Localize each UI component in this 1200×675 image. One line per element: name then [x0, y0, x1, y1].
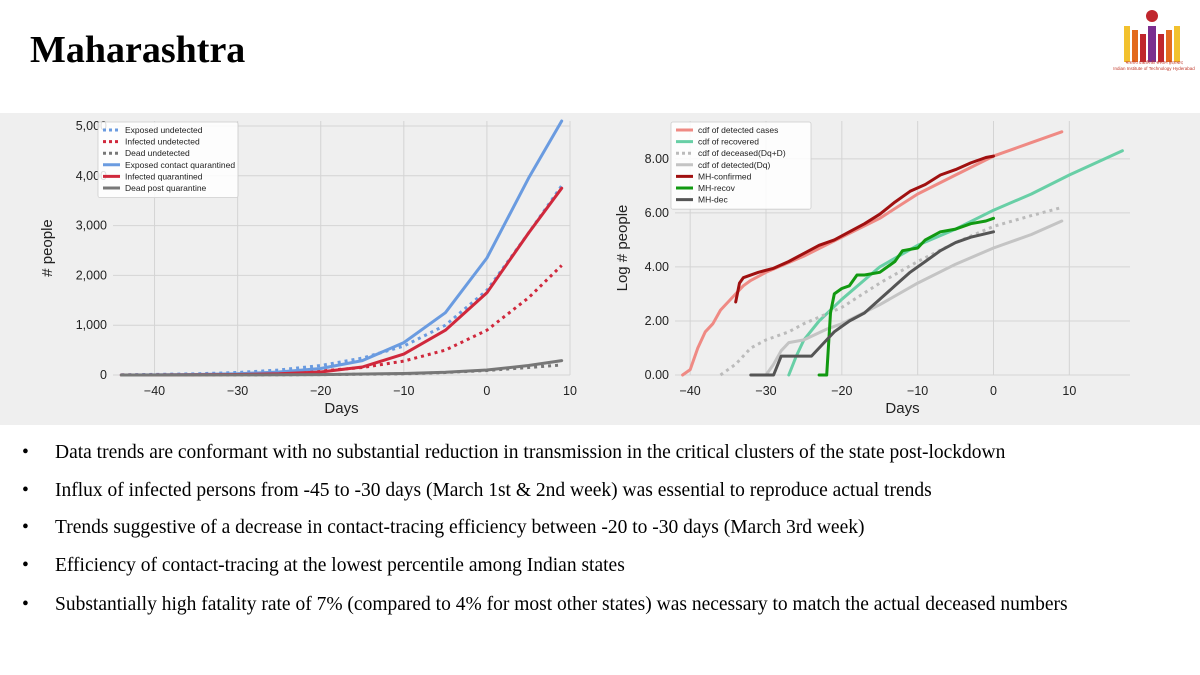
- legend-label: MH-recov: [698, 183, 736, 193]
- x-tick-label: −30: [227, 384, 248, 398]
- bullet-item: • Efficiency of contact-tracing at the lo…: [0, 549, 1200, 584]
- legend-label: cdf of deceased(Dq+D): [698, 148, 786, 158]
- y-tick-label: 1,000: [76, 318, 107, 332]
- slide-title: Maharashtra: [30, 29, 246, 71]
- bullet-dot: •: [22, 554, 29, 576]
- x-tick-label: 10: [563, 384, 577, 398]
- y-tick-label: 6.00: [645, 206, 669, 220]
- series-line-mh-dec: [749, 230, 995, 377]
- series-line-cdf-of-deceased-dq-d-: [719, 206, 1063, 377]
- logo-bar: [1158, 34, 1164, 62]
- x-tick-label: −20: [831, 384, 852, 398]
- logo-caption-hindi: भारतीय प्रौद्योगिकी संस्थान हैदराबाद: [1125, 60, 1183, 65]
- series-line-cdf-of-detected-dq-: [764, 219, 1064, 377]
- legend-label: MH-dec: [698, 195, 729, 205]
- logo-caption-english: Indian Institute of Technology Hyderabad: [1113, 66, 1195, 71]
- bullet-dot: •: [22, 479, 29, 501]
- x-tick-label: 0: [990, 384, 997, 398]
- bullet-text: Trends suggestive of a decrease in conta…: [55, 517, 865, 538]
- bullet-item: • Data trends are conformant with no subs…: [0, 436, 1200, 471]
- bullet-dot: •: [22, 594, 29, 615]
- y-tick-label: 2,000: [76, 268, 107, 282]
- legend-label: Dead post quarantine: [125, 183, 207, 193]
- x-axis-label: Days: [324, 400, 358, 417]
- legend-label: Exposed undetected: [125, 125, 203, 135]
- logo-bar: [1174, 26, 1180, 62]
- series-line-mh-confirmed: [734, 154, 995, 304]
- legend-label: Infected undetected: [125, 137, 200, 147]
- bullet-list: • Data trends are conformant with no subs…: [0, 436, 1200, 627]
- chart-population: −40 −30 −20 −10 0 1001,0002,0003,0004,0005,00…: [40, 119, 577, 417]
- legend-label: Dead undetected: [125, 148, 190, 158]
- logo-dot: [1146, 10, 1158, 22]
- logo-bar: [1132, 30, 1138, 62]
- y-tick-label: 4.00: [645, 260, 669, 274]
- y-tick-label: 0.00: [645, 368, 669, 382]
- y-tick-label: 8.00: [645, 152, 669, 166]
- logo-caption: भारतीय प्रौद्योगिकी संस्थान हैदराबाद Ind…: [1108, 60, 1200, 72]
- y-tick-label: 0: [100, 368, 107, 382]
- legend-box: [670, 121, 812, 210]
- logo-center-bar: [1148, 26, 1156, 62]
- x-tick-label: −10: [907, 384, 928, 398]
- bullet-dot: •: [22, 517, 29, 538]
- series-line-cdf-of-detected-cases: [681, 130, 1064, 377]
- bullet-item: • Influx of infected persons from -45 to …: [0, 474, 1200, 509]
- x-tick-label: −30: [755, 384, 776, 398]
- logo-bar: [1140, 34, 1146, 62]
- bullet-text: Influx of infected persons from -45 to -…: [55, 479, 932, 501]
- legend-label: cdf of detected(Dq): [698, 160, 770, 170]
- y-tick-label: 2.00: [645, 314, 669, 328]
- logo-bar: [1166, 30, 1172, 62]
- logo-bar: [1124, 26, 1130, 62]
- x-tick-label: −10: [393, 384, 414, 398]
- x-tick-label: −40: [680, 384, 701, 398]
- x-tick-label: 10: [1062, 384, 1076, 398]
- x-tick-label: −40: [144, 384, 165, 398]
- chart-log-population: −40 −30 −20 −10 0 10 0.00 2.00 4.00 6.00 8.00 Days L…: [614, 121, 1130, 417]
- legend-label: Exposed contact quarantined: [125, 160, 235, 170]
- y-tick-label: 3,000: [76, 219, 107, 233]
- series-line-mh-recov: [817, 216, 995, 377]
- legend-label: cdf of recovered: [698, 137, 759, 147]
- institute-logo: [1124, 10, 1180, 62]
- x-tick-label: 0: [483, 384, 490, 398]
- series-line-infected-quarantined: [119, 186, 564, 377]
- bullet-dot: •: [22, 442, 29, 463]
- legend-label: MH-confirmed: [698, 171, 752, 181]
- y-axis-label: Log # people: [614, 205, 631, 292]
- bullet-item: • Substantially high fatality rate of 7% …: [0, 586, 1200, 624]
- legend-label: cdf of detected cases: [698, 125, 778, 135]
- bullet-text: Substantially high fatality rate of 7% (…: [55, 594, 1068, 615]
- x-tick-label: −20: [310, 384, 331, 398]
- y-axis-label: # people: [40, 219, 56, 277]
- bullet-text: Data trends are conformant with no subst…: [55, 442, 1006, 463]
- x-axis-label: Days: [885, 400, 919, 417]
- legend-label: Infected quarantined: [125, 171, 203, 181]
- series-line-dead-post-quarantine: [119, 359, 564, 377]
- legend-box: [97, 121, 239, 198]
- bullet-text: Efficiency of contact-tracing at the low…: [55, 554, 625, 576]
- bullet-item: • Trends suggestive of a decrease in cont…: [0, 511, 1200, 546]
